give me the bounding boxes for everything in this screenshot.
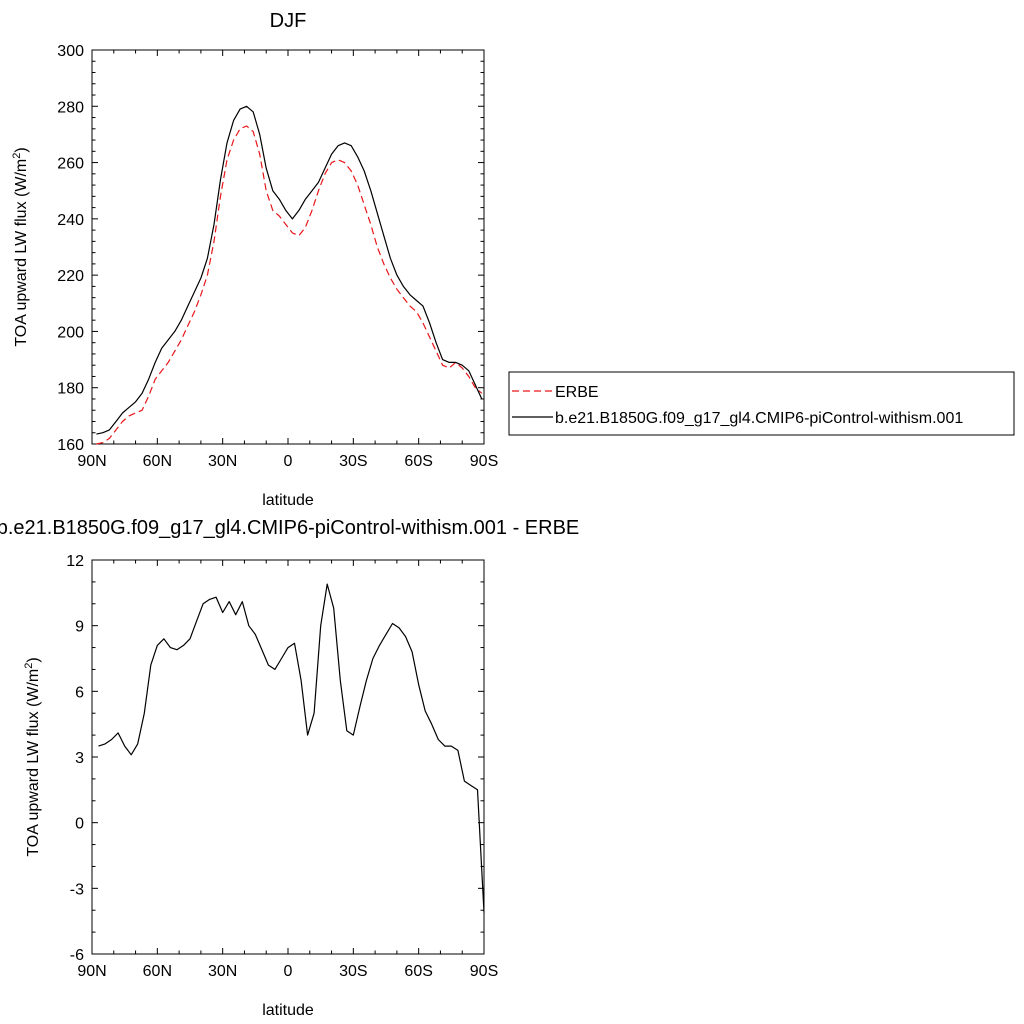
- x-tick-label: 30S: [339, 453, 367, 470]
- y-tick-label: 3: [75, 750, 84, 767]
- series-line-0: [96, 125, 483, 445]
- y-tick-label: -3: [70, 881, 84, 898]
- legend-box: [508, 371, 1015, 436]
- legend-label-erbe: ERBE: [555, 384, 599, 401]
- x-tick-label: 30N: [208, 453, 237, 470]
- y-tick-label: 12: [66, 553, 84, 570]
- y-tick-label: 0: [75, 816, 84, 833]
- y-tick-label: 200: [57, 324, 84, 341]
- top-chart-ticks: 90N 60N 30N 0 30S 60S 90S 160 180 200 220 240 260 280…: [57, 43, 498, 470]
- x-tick-label: 30N: [208, 963, 237, 980]
- y-tick-label: -6: [70, 947, 84, 964]
- x-tick-label: 60S: [404, 963, 432, 980]
- top-chart-series: [96, 105, 483, 445]
- y-tick-label: 9: [75, 619, 84, 636]
- bottom-chart-title: b.e21.B1850G.f09_g17_gl4.CMIP6-piControl…: [0, 517, 579, 539]
- x-tick-label: 60S: [404, 453, 432, 470]
- legend-label-model: b.e21.B1850G.f09_g17_gl4.CMIP6-piControl…: [555, 410, 963, 427]
- top-chart-y-axis-label: TOA upward LW flux (W/m2): [11, 147, 30, 346]
- x-tick-label: 0: [284, 453, 293, 470]
- bottom-chart-x-axis-label: latitude: [262, 1002, 314, 1019]
- x-tick-label: 90N: [77, 963, 106, 980]
- bottom-chart-ticks: 90N 60N 30N 0 30S 60S 90S -6 -3 0 3 6 9 12: [66, 553, 498, 980]
- top-chart-legend: ERBE b.e21.B1850G.f09_g17_gl4.CMIP6-piCo…: [508, 371, 1015, 436]
- y-tick-label: 300: [57, 43, 84, 60]
- x-tick-label: 0: [284, 963, 293, 980]
- x-tick-label: 90S: [470, 453, 498, 470]
- top-chart-plot-frame: [91, 49, 485, 445]
- y-tick-label: 180: [57, 381, 84, 398]
- x-tick-label: 30S: [339, 963, 367, 980]
- y-tick-label: 160: [57, 437, 84, 454]
- y-tick-label: 6: [75, 684, 84, 701]
- y-tick-label: 220: [57, 268, 84, 285]
- top-chart-title: DJF: [270, 10, 307, 32]
- bottom-chart-y-axis-label: TOA upward LW flux (W/m2): [23, 657, 42, 856]
- y-tick-label: 260: [57, 156, 84, 173]
- y-tick-label: 240: [57, 212, 84, 229]
- x-tick-label: 90S: [470, 963, 498, 980]
- top-chart-panel: DJF 90N 60N 30N 0 30S 60S 90S 160 180 200 220 240 26…: [11, 10, 1015, 509]
- x-tick-label: 90N: [77, 453, 106, 470]
- top-chart-x-axis-label: latitude: [262, 492, 314, 509]
- bottom-chart-panel: b.e21.B1850G.f09_g17_gl4.CMIP6-piControl…: [0, 517, 579, 1019]
- x-tick-label: 60N: [143, 453, 172, 470]
- series-line-0: [98, 583, 485, 913]
- bottom-chart-plot-frame: [91, 559, 485, 955]
- series-line-1: [96, 105, 483, 435]
- bottom-chart-series: [98, 583, 485, 913]
- x-tick-label: 60N: [143, 963, 172, 980]
- y-tick-label: 280: [57, 99, 84, 116]
